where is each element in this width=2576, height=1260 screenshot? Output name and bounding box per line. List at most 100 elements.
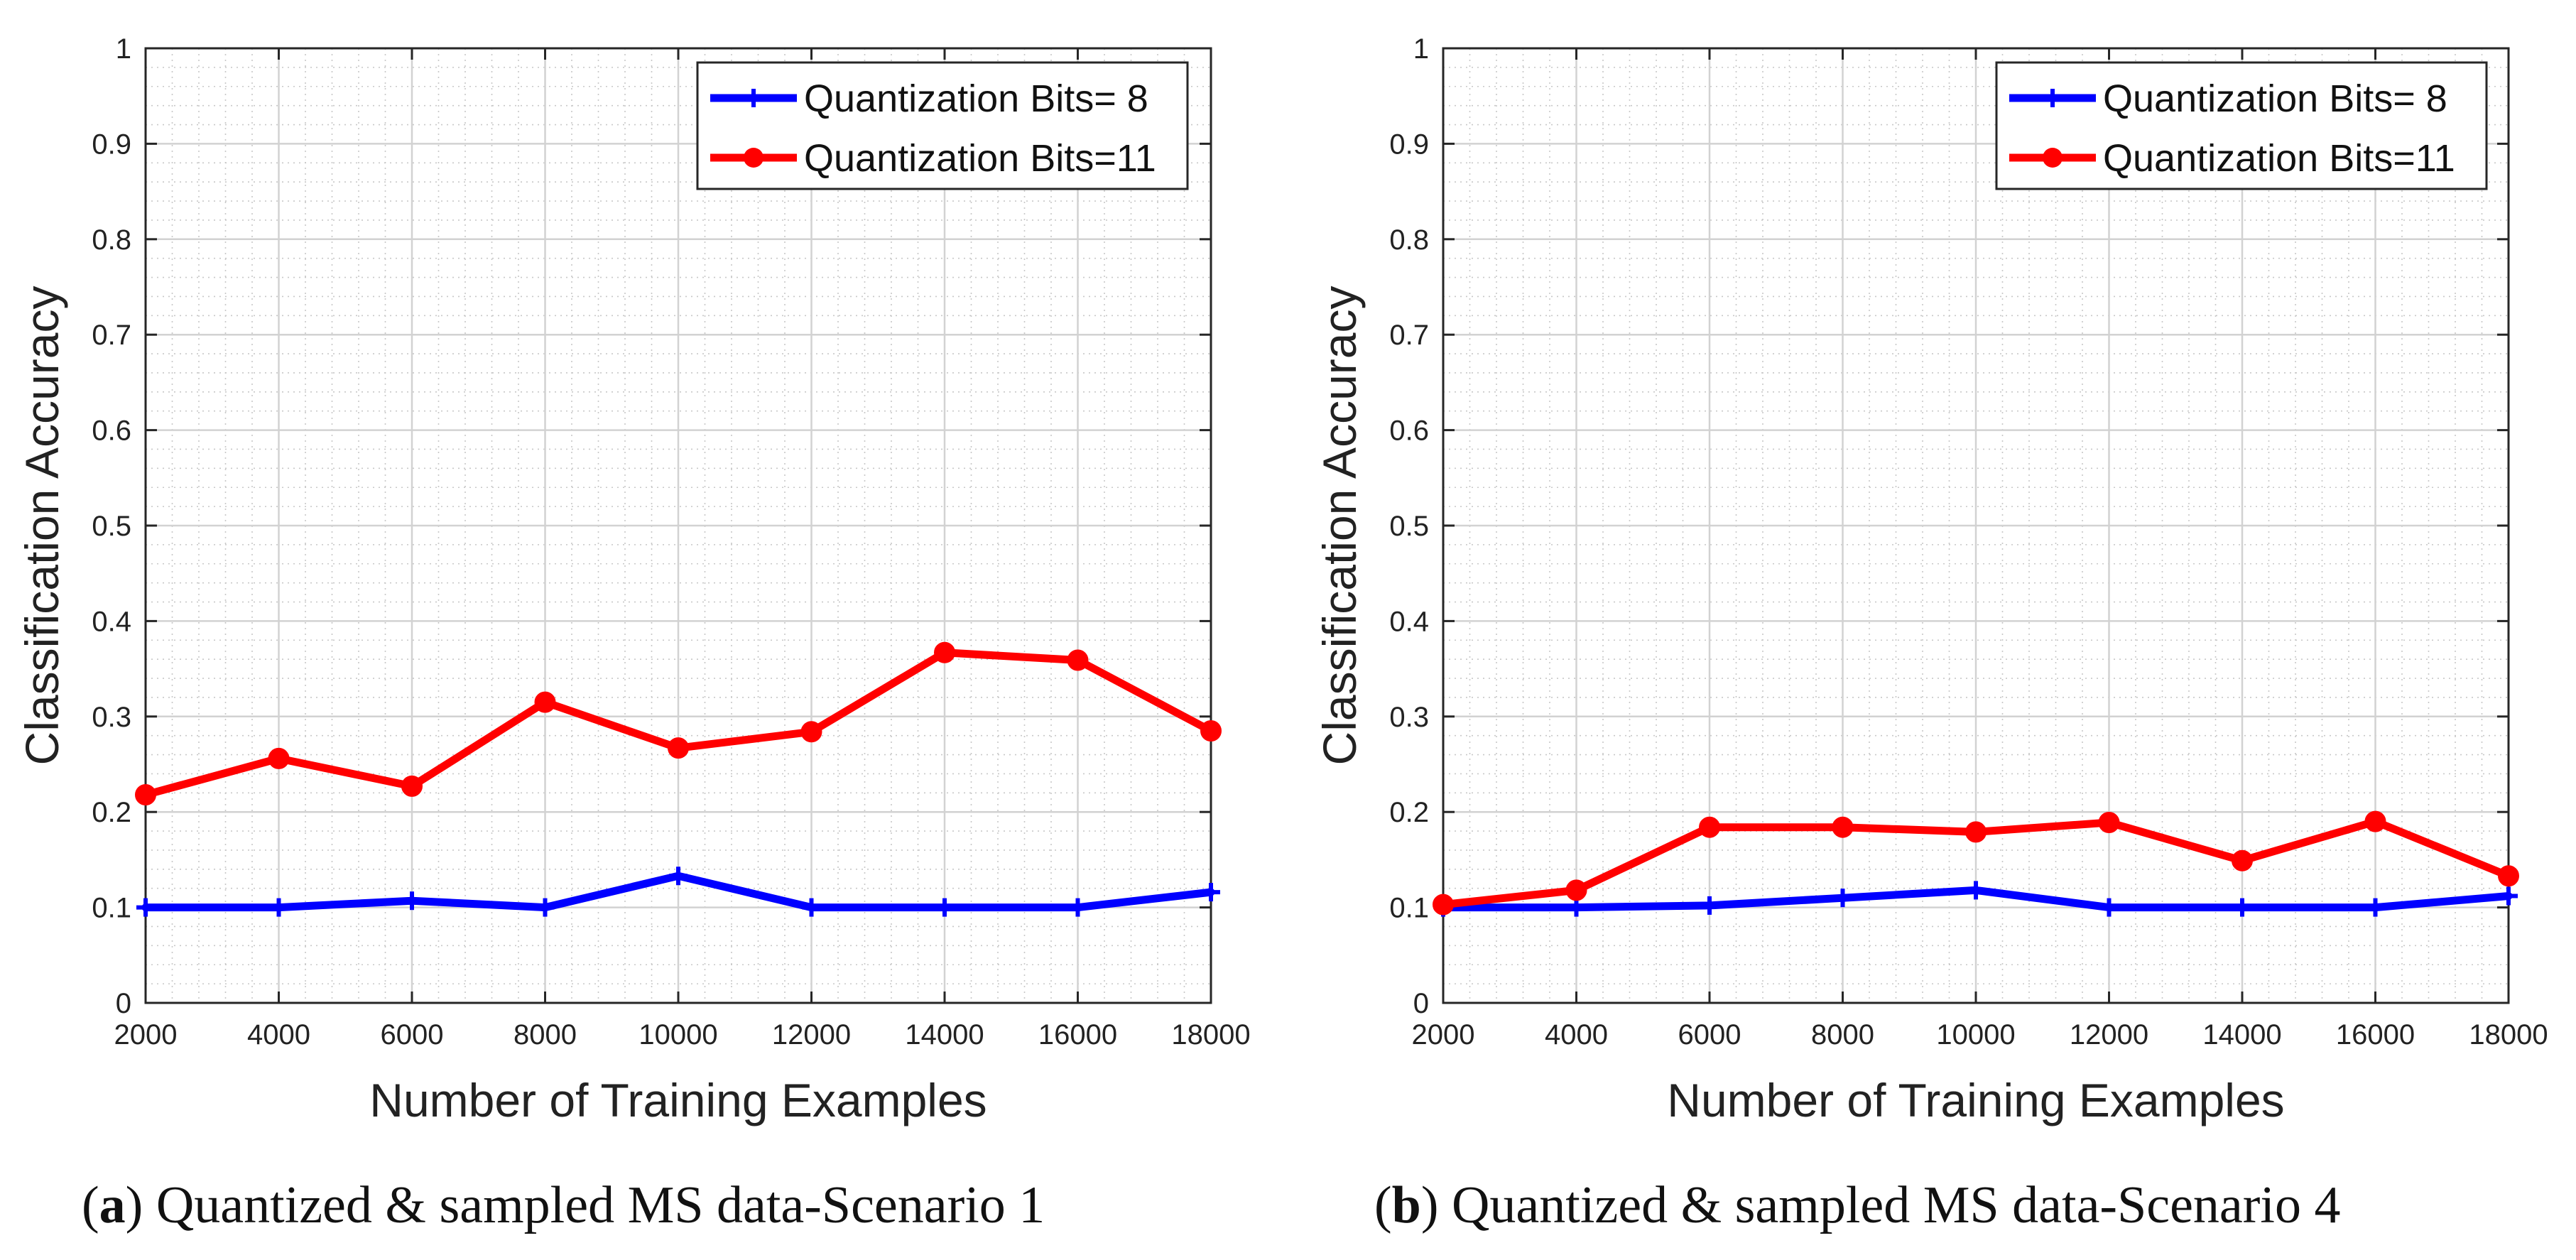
- y-tick-label: 0.5: [92, 511, 131, 542]
- legend-label: Quantization Bits= 8: [2103, 77, 2447, 120]
- caption-b: (b) Quantized & sampled MS data-Scenario…: [1374, 1176, 2341, 1234]
- y-tick-label: 0: [116, 988, 131, 1019]
- data-point: [269, 898, 288, 917]
- x-tick-label: 18000: [2469, 1019, 2548, 1050]
- data-point: [1200, 719, 1222, 742]
- data-point: [135, 784, 156, 806]
- caption-a-letter: a: [99, 1176, 126, 1234]
- y-tick-label: 0.2: [92, 797, 131, 828]
- data-point: [536, 898, 555, 917]
- data-point: [2233, 898, 2251, 917]
- data-point: [1833, 889, 1852, 908]
- x-tick-label: 18000: [1171, 1019, 1250, 1050]
- data-point: [1699, 816, 1720, 838]
- legend-label: Quantization Bits=11: [804, 137, 1156, 180]
- legend-entry-bits-11: Quantization Bits=11: [2009, 137, 2455, 180]
- x-tick-label: 4000: [247, 1019, 310, 1050]
- series-bits-11: [1433, 810, 2519, 916]
- y-tick-label: 0.8: [92, 224, 131, 256]
- y-tick-label: 0.2: [1389, 797, 1429, 828]
- data-point: [935, 898, 954, 917]
- x-tick-label: 12000: [2070, 1019, 2148, 1050]
- x-tick-label: 4000: [1545, 1019, 1608, 1050]
- data-point: [668, 737, 689, 759]
- y-tick-label: 1: [1413, 33, 1429, 65]
- chart-panel-a: 2000 4000 6000 8000 10000 12000 14000 16000 1800…: [16, 33, 1251, 1126]
- x-tick-label: 6000: [1678, 1019, 1741, 1050]
- data-point: [669, 867, 688, 886]
- y-axis-title: Classification Accuracy: [1313, 286, 1366, 766]
- y-tick-label: 0.7: [1389, 320, 1429, 351]
- x-tick-label: 2000: [114, 1019, 178, 1050]
- data-point: [1967, 881, 1985, 900]
- legend-marker: [2043, 89, 2062, 107]
- caption-b-letter: b: [1391, 1176, 1421, 1234]
- x-tick-label: 14000: [2202, 1019, 2281, 1050]
- y-tick-label: 0.1: [92, 893, 131, 924]
- data-point: [136, 898, 155, 917]
- data-point: [2098, 811, 2120, 833]
- y-tick-label: 0: [1413, 988, 1429, 1019]
- legend-box: [1995, 61, 2488, 190]
- x-tick-label: 8000: [513, 1019, 577, 1050]
- x-axis-title: Number of Training Examples: [1667, 1074, 2284, 1126]
- y-tick-label: 0.5: [1389, 511, 1429, 542]
- y-tick-label: 0.6: [1389, 416, 1429, 447]
- data-point: [2366, 898, 2385, 917]
- data-point: [1700, 896, 1719, 915]
- legend: Quantization Bits= 8 Quantization Bits=11: [696, 61, 1189, 190]
- data-point: [534, 691, 556, 713]
- data-point: [1067, 649, 1089, 671]
- y-tick-label: 0.4: [92, 606, 131, 637]
- data-point: [403, 891, 421, 911]
- data-point: [1832, 816, 1854, 838]
- x-tick-label: 6000: [381, 1019, 444, 1050]
- data-point: [2498, 865, 2519, 887]
- data-point: [802, 898, 821, 917]
- x-tick-label: 8000: [1811, 1019, 1874, 1050]
- x-tick-label: 14000: [905, 1019, 984, 1050]
- y-tick-label: 0.8: [1389, 224, 1429, 256]
- series-bits-8: [136, 867, 1220, 917]
- y-tick-label: 0.9: [92, 129, 131, 160]
- legend-label: Quantization Bits=11: [2103, 137, 2455, 180]
- data-point: [1567, 898, 1586, 917]
- legend-entry-bits-8: Quantization Bits= 8: [2009, 77, 2447, 120]
- data-point: [401, 775, 423, 797]
- x-tick-label: 12000: [772, 1019, 851, 1050]
- caption-b-text: Quantized & sampled MS data-Scenario 4: [1438, 1176, 2341, 1234]
- series-bits-11: [135, 641, 1222, 806]
- data-point: [2364, 810, 2386, 832]
- data-point: [1202, 883, 1220, 902]
- data-point: [1965, 821, 1987, 843]
- y-tick-label: 0.3: [1389, 702, 1429, 733]
- data-point: [2499, 886, 2518, 906]
- legend-box: [696, 61, 1189, 190]
- legend-marker: [744, 148, 763, 168]
- data-point: [1565, 879, 1587, 901]
- data-point: [800, 721, 822, 743]
- caption-a: (a) Quantized & sampled MS data-Scenario…: [82, 1176, 1045, 1234]
- legend-marker: [744, 89, 763, 107]
- y-tick-label: 0.6: [92, 416, 131, 447]
- y-tick-label: 0.7: [92, 320, 131, 351]
- data-point: [268, 747, 290, 769]
- x-tick-label: 16000: [2336, 1019, 2415, 1050]
- legend: Quantization Bits= 8 Quantization Bits=11: [1995, 61, 2488, 190]
- y-tick-label: 1: [116, 33, 131, 65]
- x-tick-label: 2000: [1412, 1019, 1475, 1050]
- y-tick-label: 0.3: [92, 702, 131, 733]
- x-axis-title: Number of Training Examples: [369, 1074, 987, 1126]
- legend-entry-bits-8: Quantization Bits= 8: [710, 77, 1148, 120]
- data-point: [1068, 898, 1087, 917]
- x-tick-label: 16000: [1038, 1019, 1117, 1050]
- data-point: [2232, 849, 2253, 871]
- y-tick-label: 0.4: [1389, 606, 1429, 637]
- chart-panel-b: 2000 4000 6000 8000 10000 12000 14000 16000 1800…: [1313, 33, 2548, 1126]
- y-tick-label: 0.1: [1389, 893, 1429, 924]
- data-point: [1433, 894, 1454, 916]
- y-tick-label: 0.9: [1389, 129, 1429, 160]
- legend-label: Quantization Bits= 8: [804, 77, 1148, 120]
- x-tick-label: 10000: [638, 1019, 717, 1050]
